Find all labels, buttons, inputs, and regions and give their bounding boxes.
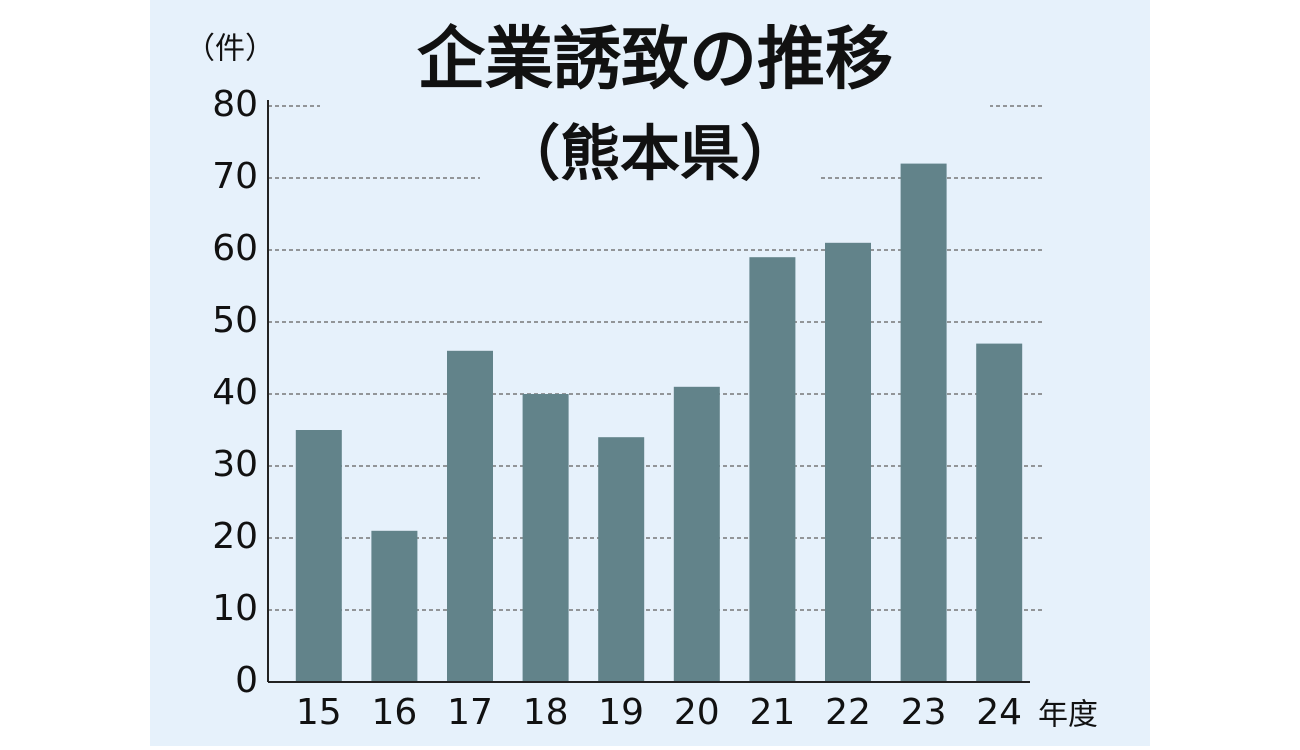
- x-tick-label: 22: [825, 692, 871, 733]
- x-tick-label: 24: [976, 692, 1022, 733]
- chart-subtitle: （熊本県）: [500, 120, 800, 190]
- y-tick-label: 0: [235, 660, 258, 701]
- x-tick-label: 18: [523, 692, 569, 733]
- title-backdrop: [320, 20, 990, 110]
- bar: [976, 343, 1023, 682]
- bar: [900, 163, 947, 683]
- x-tick-label: 19: [598, 692, 644, 733]
- y-axis-label: （件）: [185, 32, 275, 67]
- bar: [295, 430, 342, 682]
- bar: [825, 242, 871, 683]
- bar: [598, 437, 645, 682]
- bar: [522, 394, 569, 682]
- x-tick-label: 21: [749, 692, 795, 733]
- bar: [371, 530, 418, 682]
- y-tick-label: 40: [212, 372, 258, 413]
- bar: [749, 257, 796, 682]
- x-tick-label: 23: [901, 692, 947, 733]
- x-tick-label: 16: [371, 692, 417, 733]
- bar: [447, 350, 493, 682]
- y-tick-label: 80: [212, 84, 258, 125]
- chart-title: 企業誘致の推移: [417, 21, 893, 100]
- y-tick-label: 70: [212, 156, 258, 197]
- x-tick-label: 17: [447, 692, 493, 733]
- y-tick-label: 20: [212, 516, 258, 557]
- y-tick-label: 60: [212, 228, 258, 269]
- y-tick-label: 30: [212, 444, 258, 485]
- x-tick-label: 15: [296, 692, 342, 733]
- subtitle-backdrop: [480, 118, 820, 198]
- bar: [673, 386, 720, 682]
- x-axis-label: 年度: [1038, 698, 1098, 733]
- x-tick-label: 20: [674, 692, 720, 733]
- y-tick-label: 10: [212, 588, 258, 629]
- y-tick-label: 50: [212, 300, 258, 341]
